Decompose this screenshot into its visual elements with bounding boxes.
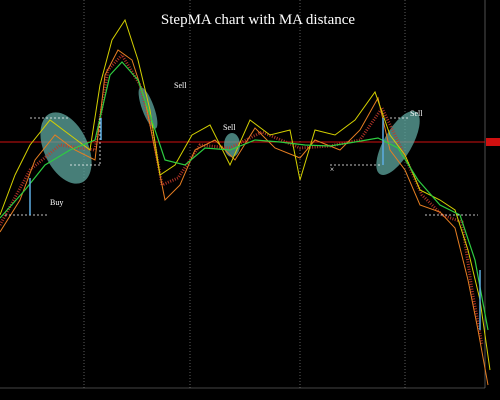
signal-label: Sell xyxy=(410,109,423,118)
price-line xyxy=(0,49,489,386)
ma-distance-histogram xyxy=(0,52,484,346)
price-marker xyxy=(486,138,500,146)
signal-label: Sell xyxy=(223,123,236,132)
signal-label: Buy xyxy=(50,198,63,207)
upper-band xyxy=(0,18,491,371)
cross-marker: × xyxy=(330,165,335,174)
step-ma xyxy=(0,61,489,331)
signal-label: Sell xyxy=(174,81,187,90)
signal-highlight xyxy=(40,112,92,184)
chart-title: StepMA chart with MA distance xyxy=(161,12,355,28)
signal-bars xyxy=(29,118,481,330)
signal-highlight xyxy=(224,133,240,157)
step-levels xyxy=(5,117,478,216)
